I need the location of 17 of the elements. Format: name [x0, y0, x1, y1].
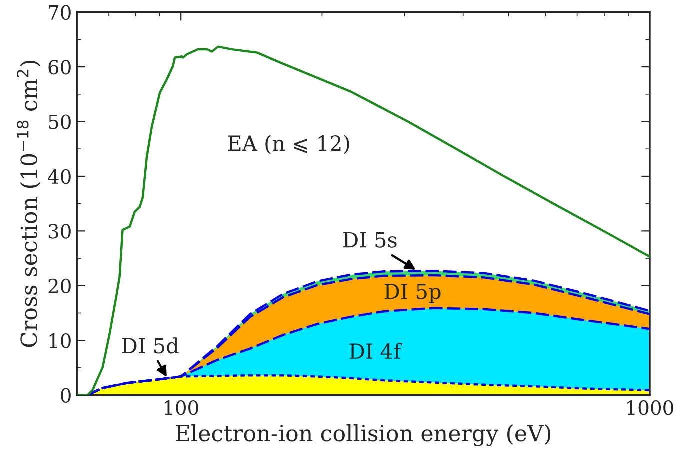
- y-axis-title: Cross section (10$^{−18}$ cm$^{2}$): [17, 61, 41, 348]
- y-tick-label: 10: [50, 334, 71, 348]
- y-tick-label: 0: [61, 388, 71, 403]
- y-tick-label: 20: [48, 278, 71, 294]
- y-tick-label: 70: [49, 5, 71, 20]
- annotation: DI 4f: [350, 343, 402, 359]
- annotation: DI 5d: [122, 338, 179, 354]
- annotation: EA (n ⩽ 12): [228, 135, 350, 154]
- x-tick-label: 100: [164, 400, 198, 416]
- annotation: DI 5p: [384, 284, 441, 304]
- y-tick-label: 30: [48, 224, 71, 239]
- y-tick-label: 50: [49, 114, 71, 130]
- annotation: DI 5s: [344, 232, 397, 248]
- x-tick-label: 1000: [628, 400, 674, 416]
- y-tick-label: 40: [48, 169, 71, 184]
- x-axis-title: Electron-ion collision energy (eV): [176, 424, 551, 446]
- y-tick-label: 60: [48, 60, 71, 75]
